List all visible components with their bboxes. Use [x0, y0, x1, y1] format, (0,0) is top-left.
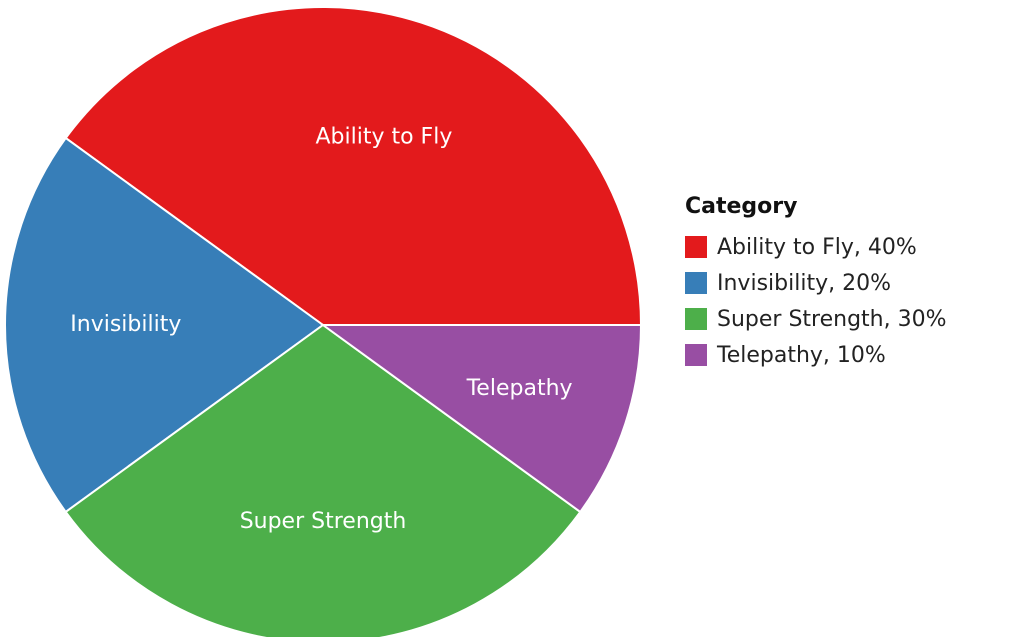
- legend-items: Ability to Fly, 40% Invisibility, 20% Supe…: [685, 229, 1015, 373]
- legend-swatch: [685, 344, 707, 366]
- pie-slice-super-strength: [64, 323, 582, 637]
- pie-slice-label-super-strength: Super Strength: [240, 509, 407, 534]
- legend-label: Ability to Fly, 40%: [717, 234, 917, 260]
- legend-item-ability-to-fly: Ability to Fly, 40%: [685, 229, 1015, 265]
- pie-slice-ability-to-fly: [64, 6, 643, 326]
- legend-swatch: [685, 272, 707, 294]
- pie-slice-label-telepathy: Telepathy: [466, 376, 573, 401]
- pie-slices: [4, 6, 643, 637]
- pie-slice-label-invisibility: Invisibility: [70, 312, 181, 337]
- legend-item-invisibility: Invisibility, 20%: [685, 265, 1015, 301]
- legend-item-super-strength: Super Strength, 30%: [685, 301, 1015, 337]
- pie-slice-label-ability-to-fly: Ability to Fly: [315, 124, 452, 149]
- legend-swatch: [685, 308, 707, 330]
- legend: Category Ability to Fly, 40% Invisibility…: [685, 193, 1015, 373]
- legend-item-telepathy: Telepathy, 10%: [685, 337, 1015, 373]
- legend-label: Telepathy, 10%: [717, 342, 886, 368]
- pie-slice-telepathy: [319, 324, 643, 514]
- legend-swatch: [685, 236, 707, 258]
- legend-title: Category: [685, 194, 798, 219]
- legend-label: Super Strength, 30%: [717, 306, 947, 332]
- legend-label: Invisibility, 20%: [717, 270, 891, 296]
- pie-slice-labels: Ability to Fly Invisibility Super Strength…: [70, 124, 572, 534]
- pie-slice-invisibility: [4, 136, 325, 514]
